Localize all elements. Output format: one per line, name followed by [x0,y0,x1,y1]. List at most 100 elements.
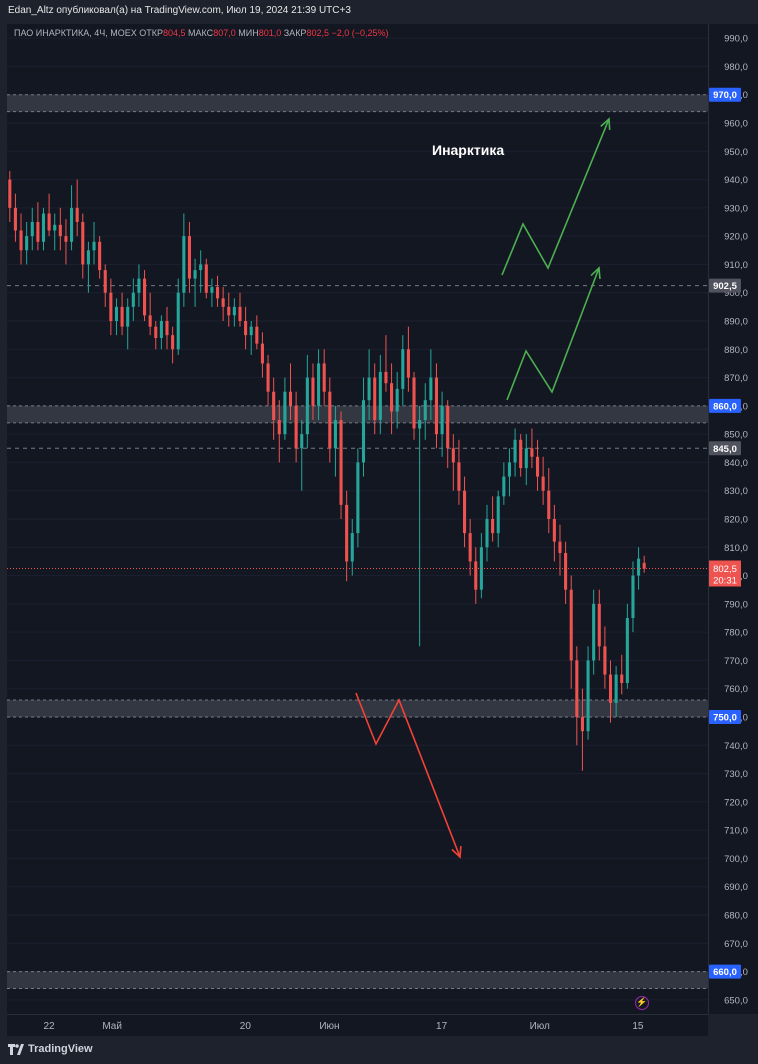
publisher-text: Edan_Altz опубликовал(а) на TradingView.… [8,5,351,16]
price-tick-label: 850,0 [724,430,748,441]
candle-body [485,519,489,548]
candle-body [199,264,203,271]
price-label-text: 750,0 [713,713,737,724]
candle-body [92,241,96,251]
price-label-box [709,278,741,293]
support-resistance-zone [7,700,708,717]
price-tick-label: 960,0 [724,119,748,130]
price-tick-label: 690,0 [724,882,748,893]
candle-body [176,292,180,350]
upper-up-arrow-head [600,117,611,131]
candle-body [350,533,354,562]
candle-body [468,533,472,562]
candle-body [333,420,337,449]
candle-body [311,377,315,406]
candle-body [103,270,107,293]
candle-body [474,561,478,590]
candle-body [345,504,349,562]
candle-body [58,224,62,237]
candle-body [47,213,51,231]
candle-body [137,278,141,293]
candle-body [300,434,304,449]
candle-body [13,207,17,231]
candle-body [339,420,343,505]
price-axis[interactable]: 650,0 660,0 670,0 680,0 690,0 700,0 710,0 720,0… [708,24,758,1014]
time-tick-label: 15 [632,1021,644,1032]
candle-body [182,236,186,293]
candle-body [401,349,405,389]
price-tick-label: 940,0 [724,175,748,186]
price-label-text: 902,5 [713,281,737,292]
chart-annotation: Инарктика [432,142,505,158]
candle-body [535,456,540,477]
candle-body [215,287,220,299]
lower-up-arrow [506,266,601,401]
candle-body [356,462,360,534]
price-tick-label: 930,0 [724,203,748,214]
candle-body [53,224,57,231]
time-axis[interactable]: 22 Май 20 Июн 17 Июл 15 [7,1014,708,1037]
candle-body [423,400,427,420]
price-tick-label: 810,0 [724,543,748,554]
footer-bar: TradingView [0,1036,758,1064]
candle-body [165,321,169,336]
open-value: 804,5 [162,28,186,38]
time-tick-label: Июн [319,1021,339,1032]
time-tick-label: Май [102,1021,122,1032]
candle-body [232,306,236,316]
candle-body [502,476,506,497]
tradingview-logo[interactable]: TradingView [8,1043,93,1055]
candle-body [575,660,579,717]
price-chart[interactable] [7,24,708,1014]
price-label-text: 660,0 [713,967,737,978]
candle-body [36,222,40,242]
candle-body [221,298,225,307]
chart-pane[interactable] [7,24,708,1014]
candle-body [148,315,152,327]
candle-body [75,207,79,222]
price-tick-label: 950,0 [724,147,748,158]
candle-body [204,264,208,293]
price-tick-label: 840,0 [724,458,748,469]
candle-body [373,377,377,420]
price-axis-labels[interactable]: 650,0 660,0 670,0 680,0 690,0 700,0 710,0 720,0… [709,24,758,1014]
candle-body [491,519,495,534]
price-tick-label: 830,0 [724,486,748,497]
candle-body [395,388,399,412]
price-tick-label: 870,0 [724,373,748,384]
candle-body [120,306,124,327]
candle-body [288,391,293,406]
candle-body [552,519,556,542]
down-arrow-path [355,692,461,858]
candle-body [19,230,23,251]
price-label-box [709,710,741,724]
price-tick-label: 890,0 [724,317,748,328]
ohlc-legend: ПАО ИНАРКТИКА, 4Ч, MOEX ОТКР804,5 МАКС80… [14,28,389,38]
flash-icon[interactable]: ⚡ [635,996,649,1010]
price-tick-label: 710,0 [724,826,748,837]
upper-up-arrow-path [501,118,610,276]
candle-body [434,377,439,435]
candle-body [631,575,635,618]
support-resistance-zone [7,94,708,112]
candle-body [109,292,113,321]
candle-body [519,439,523,469]
candle-body [524,448,528,469]
candle-body [513,439,517,463]
brand-name: TradingView [28,1043,93,1055]
time-axis-labels[interactable]: 22 Май 20 Июн 17 Июл 15 [7,1015,708,1037]
candle-body [384,371,388,384]
symbol-label: ПАО ИНАРКТИКА, 4Ч, MOEX [14,28,137,38]
candle-body [451,448,455,463]
candle-body [361,400,366,463]
time-tick-label: 20 [240,1021,252,1032]
support-resistance-zone [7,405,708,423]
price-tick-label: 680,0 [724,911,748,922]
candle-body [637,558,641,576]
price-tick-label: 980,0 [724,62,748,73]
candle-body [98,241,102,271]
down-arrow-head [451,845,462,859]
candle-body [81,222,85,265]
candle-body [564,552,568,590]
